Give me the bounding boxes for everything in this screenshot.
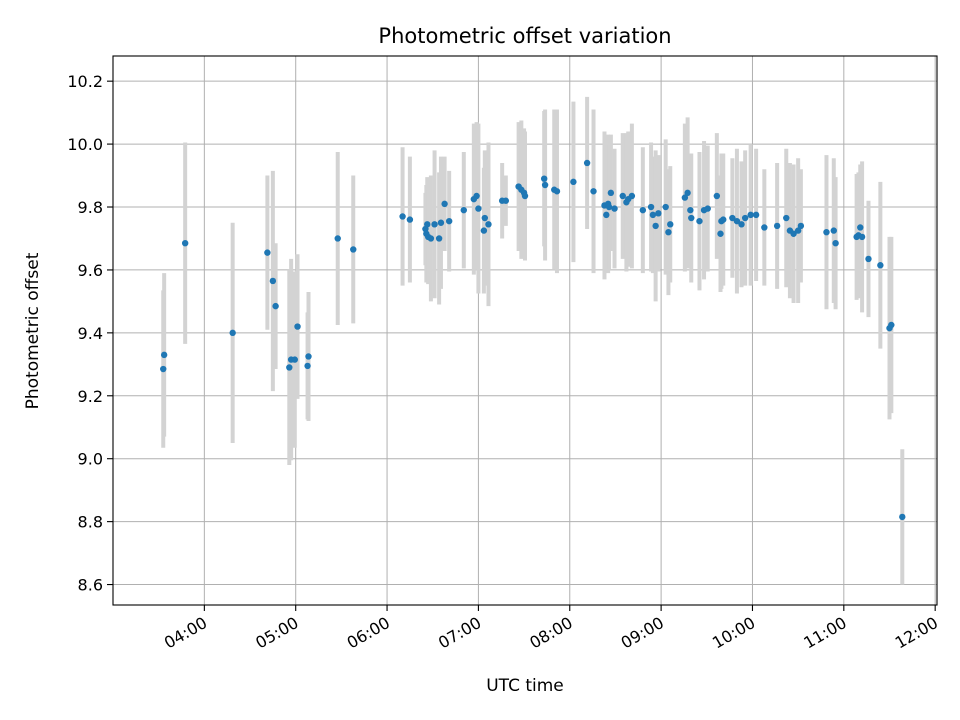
data-point xyxy=(583,159,591,167)
data-point xyxy=(667,221,674,228)
data-point xyxy=(888,321,895,329)
data-point xyxy=(858,233,866,241)
data-point xyxy=(628,192,636,200)
data-point xyxy=(229,329,236,337)
data-point xyxy=(570,178,577,186)
y-tick-label: 10.2 xyxy=(67,72,103,91)
data-point xyxy=(611,205,618,212)
data-point xyxy=(773,222,781,230)
data-point xyxy=(445,217,453,225)
data-point xyxy=(541,181,549,189)
data-point xyxy=(291,356,298,363)
data-point xyxy=(269,277,277,285)
data-point xyxy=(619,192,626,200)
data-point xyxy=(272,302,279,310)
data-point xyxy=(431,221,438,228)
y-tick-label: 8.6 xyxy=(78,576,103,595)
data-point xyxy=(639,206,647,214)
data-point xyxy=(696,217,703,225)
x-axis-label: UTC time xyxy=(486,676,564,696)
data-point xyxy=(681,194,689,201)
data-point xyxy=(441,200,448,208)
data-point xyxy=(662,203,669,211)
y-tick-label: 9.8 xyxy=(78,198,103,217)
data-point xyxy=(665,228,672,236)
data-point xyxy=(437,219,445,226)
data-point xyxy=(752,211,760,219)
data-point xyxy=(647,203,655,211)
data-point xyxy=(481,214,489,222)
data-point xyxy=(823,228,830,236)
data-point xyxy=(747,211,754,219)
data-point xyxy=(603,211,610,219)
chart-title: Photometric offset variation xyxy=(378,24,671,48)
data-point xyxy=(605,203,613,211)
data-point xyxy=(652,222,659,230)
data-point xyxy=(741,214,749,222)
y-tick-label: 9.4 xyxy=(78,324,103,343)
data-point xyxy=(790,230,797,237)
data-point xyxy=(761,224,768,231)
data-point xyxy=(485,221,492,228)
data-point xyxy=(649,211,657,219)
data-point xyxy=(655,210,662,217)
data-point xyxy=(590,188,597,195)
data-point xyxy=(797,222,805,230)
data-point xyxy=(783,214,790,222)
data-point xyxy=(286,364,293,371)
data-point xyxy=(540,175,548,182)
data-point xyxy=(738,221,745,228)
data-point xyxy=(717,230,724,237)
data-point xyxy=(294,323,301,330)
y-axis-label: Photometric offset xyxy=(23,252,43,409)
y-tick-label: 8.8 xyxy=(78,513,103,532)
data-point xyxy=(832,239,839,247)
data-point xyxy=(435,235,443,242)
data-point xyxy=(427,235,435,242)
data-point xyxy=(794,227,802,234)
data-point xyxy=(480,227,488,234)
data-point xyxy=(684,189,691,197)
data-point xyxy=(857,224,864,231)
data-point xyxy=(473,192,480,200)
data-point xyxy=(334,235,341,242)
data-point xyxy=(350,246,357,253)
data-point xyxy=(687,206,694,214)
data-point xyxy=(830,227,837,234)
data-points xyxy=(160,159,906,521)
data-point xyxy=(424,221,431,228)
data-point xyxy=(704,205,711,212)
data-point xyxy=(521,192,529,200)
y-tick-label: 9.0 xyxy=(78,450,103,469)
data-point xyxy=(720,216,727,223)
data-point xyxy=(305,353,312,360)
data-point xyxy=(304,362,311,370)
plot-frame xyxy=(112,55,938,606)
data-point xyxy=(264,249,271,256)
y-tick-label: 10.0 xyxy=(67,135,103,154)
data-point xyxy=(160,351,168,359)
data-point xyxy=(460,206,467,214)
data-point xyxy=(865,255,872,263)
data-point xyxy=(733,217,741,225)
data-point xyxy=(729,214,736,222)
data-point xyxy=(399,213,406,220)
data-point xyxy=(475,205,482,212)
y-tick-label: 9.2 xyxy=(78,387,103,406)
y-axis-ticks: 8.6 8.8 9.0 9.2 9.4 9.6 9.8 10.0 10.2 xyxy=(67,72,113,595)
data-point xyxy=(688,214,695,222)
data-point xyxy=(181,239,189,247)
y-tick-label: 9.6 xyxy=(78,261,103,280)
data-point xyxy=(553,188,561,195)
data-point xyxy=(607,189,615,197)
data-point xyxy=(502,197,510,204)
data-point xyxy=(713,192,721,200)
data-point xyxy=(877,262,884,269)
data-point xyxy=(406,216,414,223)
data-point xyxy=(160,365,167,373)
data-point xyxy=(899,513,906,521)
